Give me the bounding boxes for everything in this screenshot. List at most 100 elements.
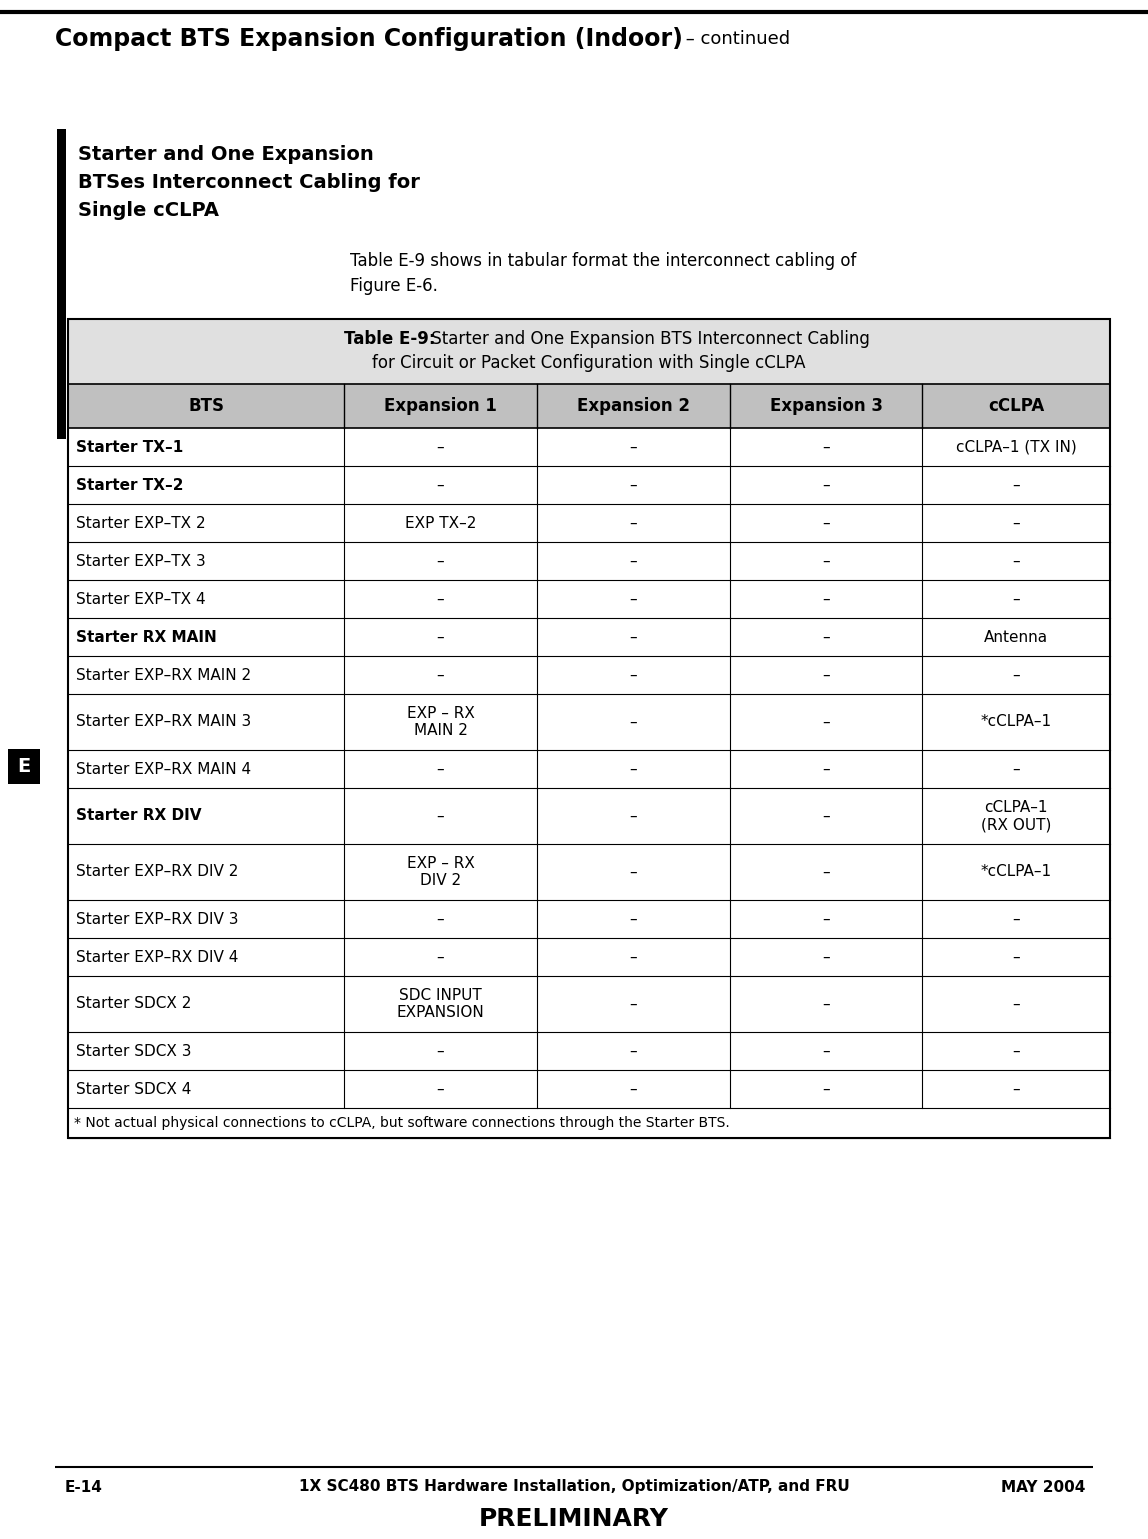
- Text: Starter SDCX 2: Starter SDCX 2: [76, 996, 192, 1011]
- Text: Table E-9:: Table E-9:: [344, 331, 435, 348]
- Text: –: –: [436, 477, 444, 492]
- Text: –: –: [436, 440, 444, 454]
- Text: –: –: [1013, 668, 1021, 682]
- Text: *cCLPA–1: *cCLPA–1: [980, 714, 1052, 729]
- Text: *cCLPA–1: *cCLPA–1: [980, 865, 1052, 879]
- Text: –: –: [629, 477, 637, 492]
- Text: –: –: [629, 668, 637, 682]
- Text: –: –: [1013, 762, 1021, 777]
- Text: Starter EXP–TX 4: Starter EXP–TX 4: [76, 591, 205, 606]
- Text: –: –: [822, 440, 830, 454]
- Text: EXP – RX
DIV 2: EXP – RX DIV 2: [406, 856, 474, 888]
- Text: –: –: [822, 554, 830, 568]
- Text: Starter SDCX 4: Starter SDCX 4: [76, 1082, 192, 1096]
- Text: –: –: [1013, 591, 1021, 606]
- Text: for Circuit or Packet Configuration with Single cCLPA: for Circuit or Packet Configuration with…: [372, 354, 806, 372]
- Text: Starter EXP–RX DIV 3: Starter EXP–RX DIV 3: [76, 911, 239, 926]
- Text: –: –: [822, 762, 830, 777]
- Text: Starter EXP–TX 3: Starter EXP–TX 3: [76, 554, 205, 568]
- Text: EXP – RX
MAIN 2: EXP – RX MAIN 2: [406, 706, 474, 739]
- Text: –: –: [1013, 477, 1021, 492]
- Text: –: –: [822, 477, 830, 492]
- Text: Antenna: Antenna: [984, 629, 1048, 645]
- Text: Starter EXP–RX MAIN 2: Starter EXP–RX MAIN 2: [76, 668, 251, 682]
- Text: Figure E-6.: Figure E-6.: [350, 277, 437, 295]
- Text: MAY 2004: MAY 2004: [1001, 1479, 1085, 1494]
- Text: –: –: [822, 911, 830, 926]
- Text: Starter EXP–RX DIV 4: Starter EXP–RX DIV 4: [76, 950, 239, 965]
- Text: –: –: [629, 1043, 637, 1059]
- Text: –: –: [822, 516, 830, 531]
- Text: Expansion 2: Expansion 2: [576, 397, 690, 416]
- Text: 1X SC480 BTS Hardware Installation, Optimization/ATP, and FRU: 1X SC480 BTS Hardware Installation, Opti…: [298, 1479, 850, 1494]
- Text: –: –: [436, 762, 444, 777]
- Text: –: –: [629, 591, 637, 606]
- Text: –: –: [629, 554, 637, 568]
- Text: –: –: [822, 808, 830, 823]
- Text: BTSes Interconnect Cabling for: BTSes Interconnect Cabling for: [78, 172, 420, 191]
- Text: –: –: [629, 911, 637, 926]
- Text: Single cCLPA: Single cCLPA: [78, 200, 219, 220]
- Text: –: –: [436, 591, 444, 606]
- Text: –: –: [822, 865, 830, 879]
- Bar: [68, 319, 1110, 1137]
- Text: –: –: [436, 1082, 444, 1096]
- Text: –: –: [1013, 950, 1021, 965]
- Text: –: –: [822, 714, 830, 729]
- Text: –: –: [629, 440, 637, 454]
- Text: –: –: [1013, 1082, 1021, 1096]
- Text: EXP TX–2: EXP TX–2: [405, 516, 476, 531]
- Text: –: –: [629, 762, 637, 777]
- Text: BTS: BTS: [188, 397, 224, 416]
- Text: * Not actual physical connections to cCLPA, but software connections through the: * Not actual physical connections to cCL…: [73, 1116, 730, 1130]
- Text: cCLPA–1 (TX IN): cCLPA–1 (TX IN): [956, 440, 1077, 454]
- Text: –: –: [822, 950, 830, 965]
- Text: Starter EXP–TX 2: Starter EXP–TX 2: [76, 516, 205, 531]
- Text: Starter and One Expansion BTS Interconnect Cabling: Starter and One Expansion BTS Interconne…: [426, 331, 870, 348]
- Text: Starter SDCX 3: Starter SDCX 3: [76, 1043, 192, 1059]
- Text: Starter TX–1: Starter TX–1: [76, 440, 184, 454]
- Text: Compact BTS Expansion Configuration (Indoor): Compact BTS Expansion Configuration (Ind…: [55, 28, 683, 51]
- Text: cCLPA: cCLPA: [988, 397, 1045, 416]
- Text: –: –: [822, 1082, 830, 1096]
- Text: cCLPA–1
(RX OUT): cCLPA–1 (RX OUT): [982, 800, 1052, 833]
- Text: –: –: [629, 996, 637, 1011]
- Bar: [68, 385, 1110, 428]
- Text: –: –: [629, 629, 637, 645]
- Text: –: –: [1013, 1043, 1021, 1059]
- Bar: [68, 319, 1110, 385]
- Text: –: –: [436, 1043, 444, 1059]
- Text: SDC INPUT
EXPANSION: SDC INPUT EXPANSION: [397, 988, 484, 1020]
- Text: –: –: [629, 714, 637, 729]
- Text: Starter RX MAIN: Starter RX MAIN: [76, 629, 217, 645]
- Text: E-14: E-14: [65, 1479, 103, 1494]
- Text: Expansion 1: Expansion 1: [385, 397, 497, 416]
- Text: –: –: [436, 668, 444, 682]
- Text: Starter TX–2: Starter TX–2: [76, 477, 184, 492]
- Text: –: –: [629, 516, 637, 531]
- Text: Expansion 3: Expansion 3: [769, 397, 883, 416]
- Text: –: –: [629, 865, 637, 879]
- Text: –: –: [1013, 554, 1021, 568]
- Text: –: –: [436, 629, 444, 645]
- Text: Starter EXP–RX MAIN 3: Starter EXP–RX MAIN 3: [76, 714, 251, 729]
- Bar: [57, 129, 65, 439]
- Bar: [8, 749, 40, 783]
- Text: –: –: [822, 668, 830, 682]
- Text: Starter EXP–RX MAIN 4: Starter EXP–RX MAIN 4: [76, 762, 251, 777]
- Text: – continued: – continued: [680, 29, 790, 48]
- Text: –: –: [629, 1082, 637, 1096]
- Text: –: –: [436, 911, 444, 926]
- Text: –: –: [822, 996, 830, 1011]
- Text: –: –: [1013, 911, 1021, 926]
- Text: –: –: [436, 554, 444, 568]
- Text: –: –: [822, 629, 830, 645]
- Text: Starter EXP–RX DIV 2: Starter EXP–RX DIV 2: [76, 865, 239, 879]
- Text: –: –: [436, 950, 444, 965]
- Text: Starter and One Expansion: Starter and One Expansion: [78, 145, 374, 163]
- Text: PRELIMINARY: PRELIMINARY: [479, 1507, 669, 1531]
- Text: –: –: [822, 1043, 830, 1059]
- Text: –: –: [1013, 516, 1021, 531]
- Text: –: –: [822, 591, 830, 606]
- Text: Starter RX DIV: Starter RX DIV: [76, 808, 202, 823]
